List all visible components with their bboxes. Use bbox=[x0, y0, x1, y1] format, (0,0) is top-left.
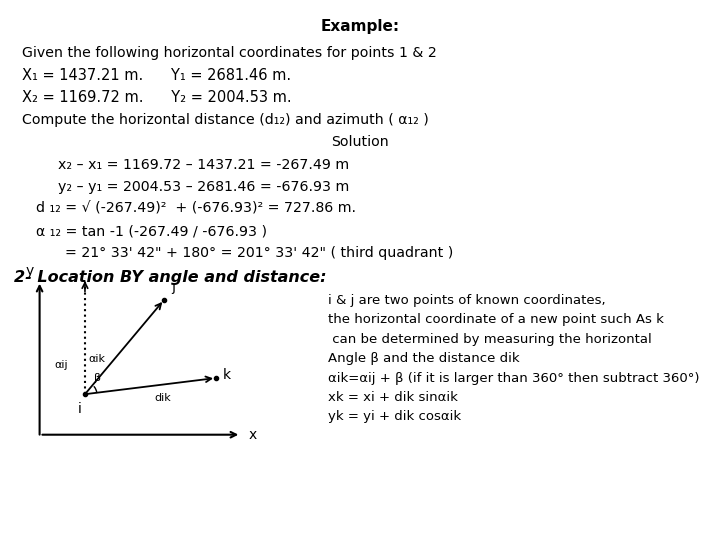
Text: αij: αij bbox=[55, 360, 68, 369]
Text: y: y bbox=[26, 264, 34, 278]
Text: the horizontal coordinate of a new point such As k: the horizontal coordinate of a new point… bbox=[328, 313, 663, 326]
Text: dik: dik bbox=[154, 393, 171, 403]
Text: αik: αik bbox=[89, 354, 106, 364]
Text: α ₁₂ = tan -1 (-267.49 / -676.93 ): α ₁₂ = tan -1 (-267.49 / -676.93 ) bbox=[36, 224, 267, 238]
Text: = 21° 33' 42" + 180° = 201° 33' 42" ( third quadrant ): = 21° 33' 42" + 180° = 201° 33' 42" ( th… bbox=[65, 246, 453, 260]
Text: αik=αij + β (if it is larger than 360° then subtract 360°): αik=αij + β (if it is larger than 360° t… bbox=[328, 372, 699, 384]
Text: y₂ – y₁ = 2004.53 – 2681.46 = -676.93 m: y₂ – y₁ = 2004.53 – 2681.46 = -676.93 m bbox=[58, 180, 349, 194]
Text: 2- Location BY angle and distance:: 2- Location BY angle and distance: bbox=[14, 270, 327, 285]
Text: Given the following horizontal coordinates for points 1 & 2: Given the following horizontal coordinat… bbox=[22, 46, 436, 60]
Text: x: x bbox=[248, 428, 256, 442]
Text: X₁ = 1437.21 m.      Y₁ = 2681.46 m.: X₁ = 1437.21 m. Y₁ = 2681.46 m. bbox=[22, 68, 291, 83]
Text: i & j are two points of known coordinates,: i & j are two points of known coordinate… bbox=[328, 294, 606, 307]
Text: k: k bbox=[223, 368, 231, 382]
Text: yk = yi + dik cosαik: yk = yi + dik cosαik bbox=[328, 410, 461, 423]
Text: Angle β and the distance dik: Angle β and the distance dik bbox=[328, 352, 519, 365]
Text: d ₁₂ = √ (-267.49)²  + (-676.93)² = 727.86 m.: d ₁₂ = √ (-267.49)² + (-676.93)² = 727.8… bbox=[36, 202, 356, 216]
Text: xk = xi + dik sinαik: xk = xi + dik sinαik bbox=[328, 391, 457, 404]
Text: Example:: Example: bbox=[320, 19, 400, 34]
Text: x₂ – x₁ = 1169.72 – 1437.21 = -267.49 m: x₂ – x₁ = 1169.72 – 1437.21 = -267.49 m bbox=[58, 158, 348, 172]
Text: Compute the horizontal distance (d₁₂) and azimuth ( α₁₂ ): Compute the horizontal distance (d₁₂) an… bbox=[22, 113, 428, 127]
Text: i: i bbox=[78, 402, 81, 416]
Text: β: β bbox=[94, 373, 101, 383]
Text: Solution: Solution bbox=[331, 135, 389, 149]
Text: X₂ = 1169.72 m.      Y₂ = 2004.53 m.: X₂ = 1169.72 m. Y₂ = 2004.53 m. bbox=[22, 90, 291, 105]
Text: can be determined by measuring the horizontal: can be determined by measuring the horiz… bbox=[328, 333, 652, 346]
Text: j: j bbox=[171, 280, 176, 294]
